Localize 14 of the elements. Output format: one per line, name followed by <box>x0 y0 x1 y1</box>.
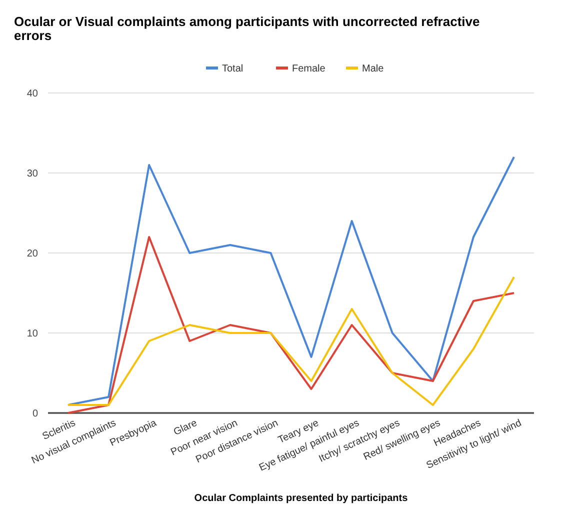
y-tick-label: 20 <box>26 248 38 260</box>
line-series <box>67 156 515 406</box>
y-tick-label: 30 <box>26 168 38 180</box>
line-series <box>67 236 515 414</box>
y-tick-label: 10 <box>26 328 38 340</box>
x-tick-label: Glare <box>172 418 200 438</box>
x-axis-title: Ocular Complaints presented by participants <box>194 493 408 504</box>
line-series <box>67 276 515 406</box>
legend-label: Male <box>362 64 384 74</box>
chart-title: Ocular or Visual complaints among participants with uncorrected refractive errors <box>14 14 480 43</box>
y-tick-label: 0 <box>32 408 38 420</box>
legend-label: Total <box>222 64 244 74</box>
y-tick-label: 40 <box>26 88 38 100</box>
legend-label: Female <box>292 64 326 74</box>
